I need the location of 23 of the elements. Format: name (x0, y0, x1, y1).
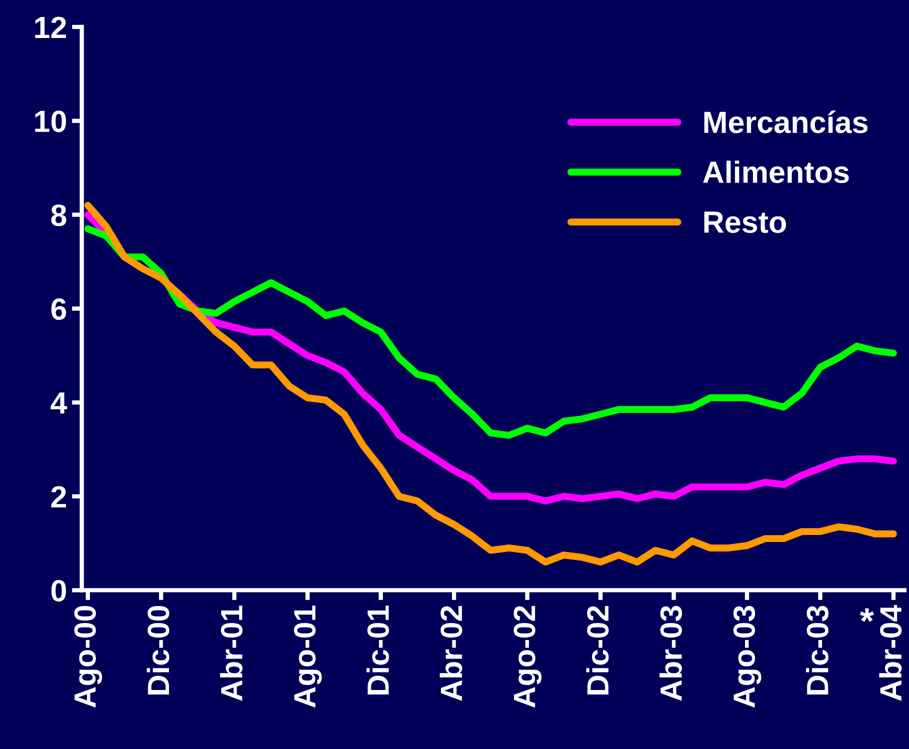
y-tick-label: 2 (51, 486, 66, 508)
x-tick-label: Abr-04 (879, 604, 902, 701)
x-tick-label: Ago-00 (74, 606, 102, 708)
y-tick-label: 0 (51, 580, 66, 602)
x-tick-label: Dic-03 (806, 606, 828, 694)
x-tick-label: Dic-01 (366, 606, 390, 694)
x-tick-label: Ago-03 (733, 606, 762, 708)
x-tick-label: Abr-01 (220, 606, 243, 701)
x-tick-label: Abr-03 (660, 606, 682, 701)
legend-label: Resto (704, 212, 786, 233)
x-tick-label: Abr-02 (440, 606, 462, 701)
y-tick-label: 4 (50, 392, 68, 414)
x-tick-label: Dic-02 (586, 606, 609, 694)
legend-label: Mercancías (704, 110, 868, 134)
x-tick-label: Ago-02 (514, 606, 542, 708)
x-tick-label: Ago-01 (294, 606, 322, 708)
y-tick-label: 6 (51, 298, 66, 320)
x-tick-label: Dic-00 (146, 606, 170, 694)
y-tick-label: 10 (35, 110, 66, 132)
y-tick-label: 8 (51, 204, 66, 226)
y-tick-label: 12 (35, 16, 66, 38)
legend-label: Alimentos (703, 160, 849, 184)
text: * (860, 608, 874, 622)
